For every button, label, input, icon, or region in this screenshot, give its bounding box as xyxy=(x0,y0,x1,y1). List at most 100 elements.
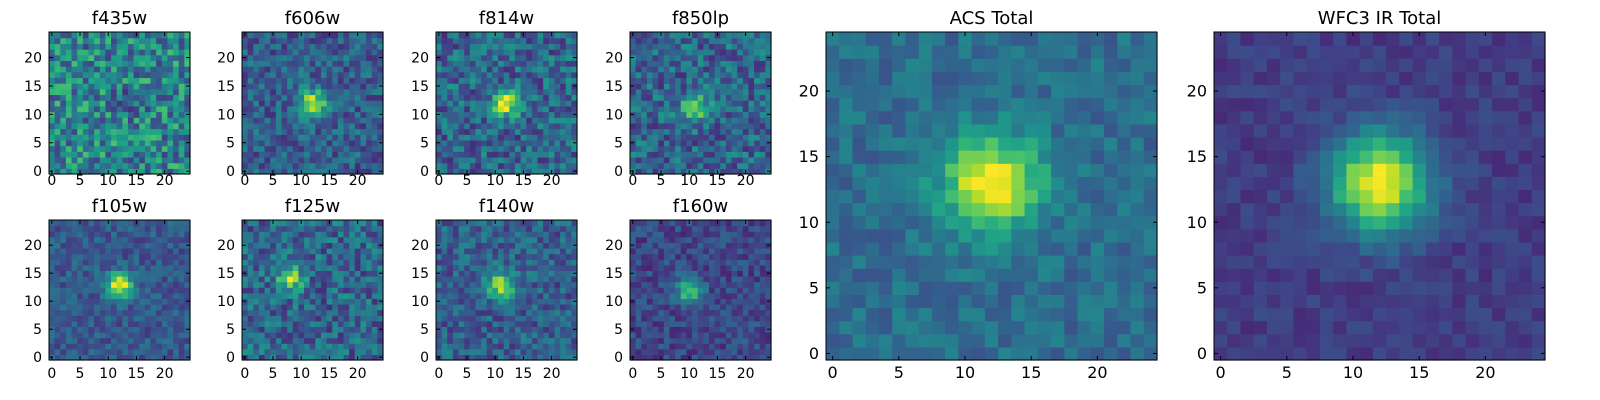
heatmap-cell xyxy=(646,111,654,118)
heatmap-cell xyxy=(111,298,118,305)
heatmap-cell xyxy=(635,343,642,350)
heatmap-cell xyxy=(247,348,254,355)
heatmap-cell xyxy=(65,88,73,96)
heatmap-cell xyxy=(332,66,339,73)
heatmap-cell xyxy=(54,151,61,158)
heatmap-cell xyxy=(452,253,460,260)
heatmap-cell xyxy=(122,231,129,238)
heatmap-cell xyxy=(663,315,671,322)
heatmap-cell xyxy=(161,248,169,255)
heatmap-cell xyxy=(498,54,505,61)
heatmap-cell xyxy=(60,105,67,113)
heatmap-cell xyxy=(725,128,733,135)
heatmap-cell xyxy=(309,337,316,344)
heatmap-cell xyxy=(748,37,755,44)
heatmap-cell xyxy=(287,231,294,238)
heatmap-cell xyxy=(526,298,533,305)
heatmap-cell xyxy=(759,71,766,79)
heatmap-cell xyxy=(253,43,260,50)
heatmap-cell xyxy=(366,320,373,327)
heatmap-cell xyxy=(658,71,665,79)
heatmap-cell xyxy=(156,248,163,255)
heatmap-cell xyxy=(441,94,448,101)
heatmap-cell xyxy=(99,287,106,294)
heatmap-cell xyxy=(94,43,101,50)
heatmap-cell xyxy=(360,320,367,327)
heatmap-cell xyxy=(354,60,362,67)
heatmap-cell xyxy=(71,60,78,67)
heatmap-cell xyxy=(498,220,505,227)
heatmap-cell xyxy=(492,100,499,107)
heatmap-cell xyxy=(292,287,299,294)
heatmap-cell xyxy=(742,276,750,283)
heatmap-cell xyxy=(60,145,67,152)
heatmap-cell xyxy=(173,145,180,152)
heatmap-cell xyxy=(298,100,305,107)
heatmap-cell xyxy=(742,151,750,158)
heatmap-cell xyxy=(332,54,339,61)
heatmap-cell xyxy=(281,264,288,271)
heatmap-cell xyxy=(669,139,676,147)
heatmap-cell xyxy=(281,320,288,327)
heatmap-cell xyxy=(537,32,544,39)
heatmap-cell xyxy=(675,281,682,288)
heatmap-cell xyxy=(242,231,249,238)
heatmap-cell xyxy=(669,287,676,294)
heatmap-cell xyxy=(332,139,339,147)
heatmap-cell xyxy=(275,117,283,124)
heatmap-cell xyxy=(737,168,744,175)
heatmap-cell xyxy=(320,343,328,350)
heatmap-cell xyxy=(315,264,322,271)
heatmap-cell xyxy=(475,122,482,130)
heatmap-cell xyxy=(281,162,288,169)
heatmap-cell xyxy=(337,332,345,339)
heatmap-cell xyxy=(298,348,305,355)
heatmap-cell xyxy=(247,343,254,350)
heatmap-cell xyxy=(548,122,556,130)
heatmap-cell xyxy=(71,287,78,294)
heatmap-cell xyxy=(71,236,78,243)
heatmap-cell xyxy=(458,337,465,344)
heatmap-cell xyxy=(441,32,448,39)
heatmap-cell xyxy=(531,332,539,339)
heatmap-cell xyxy=(133,139,140,147)
heatmap-cell xyxy=(116,156,123,164)
heatmap-cell xyxy=(360,253,367,260)
heatmap-cell xyxy=(82,264,90,271)
heatmap-cell xyxy=(458,145,465,152)
heatmap-cell xyxy=(560,162,567,169)
heatmap-cell xyxy=(554,32,561,39)
heatmap-cell xyxy=(144,231,152,238)
heatmap-cell xyxy=(167,134,174,141)
heatmap-cell xyxy=(349,156,356,164)
heatmap-cell xyxy=(326,134,333,141)
heatmap-cell xyxy=(354,348,362,355)
heatmap-cell xyxy=(111,94,118,101)
heatmap-cell xyxy=(332,100,339,107)
heatmap-cell xyxy=(560,337,567,344)
heatmap-cell xyxy=(652,122,659,130)
heatmap-cell xyxy=(65,259,73,266)
heatmap-cell xyxy=(315,292,322,299)
heatmap-cell xyxy=(543,242,550,249)
heatmap-cell xyxy=(742,298,750,305)
heatmap-cell xyxy=(641,320,648,327)
heatmap-cell xyxy=(571,304,578,311)
heatmap-cell xyxy=(354,49,362,56)
heatmap-cell xyxy=(105,320,112,327)
heatmap-cell xyxy=(287,122,294,130)
heatmap-cell xyxy=(641,326,648,333)
heatmap-cell xyxy=(298,94,305,101)
heatmap-cell xyxy=(150,276,157,283)
heatmap-cell xyxy=(492,156,499,164)
heatmap-cell xyxy=(377,315,384,322)
heatmap-cell xyxy=(156,337,163,344)
heatmap-cell xyxy=(49,162,56,169)
x-tick-label: 0 xyxy=(47,366,56,382)
heatmap-cell xyxy=(560,66,567,73)
heatmap-cell xyxy=(436,145,443,152)
heatmap-cell xyxy=(509,49,516,56)
heatmap-cell xyxy=(144,259,152,266)
heatmap-cell xyxy=(708,168,716,175)
heatmap-cell xyxy=(332,71,339,79)
